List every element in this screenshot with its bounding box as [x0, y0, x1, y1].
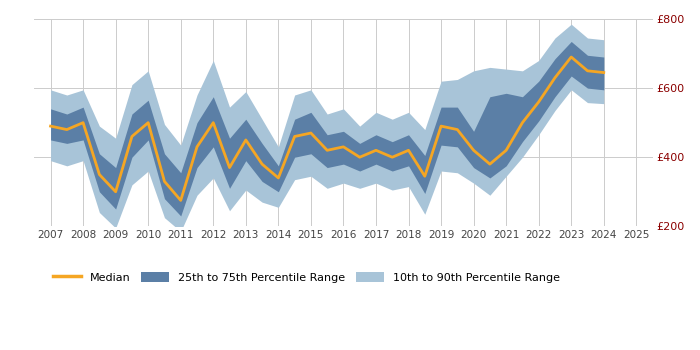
Legend: Median, 25th to 75th Percentile Range, 10th to 90th Percentile Range: Median, 25th to 75th Percentile Range, 1… — [48, 267, 564, 287]
